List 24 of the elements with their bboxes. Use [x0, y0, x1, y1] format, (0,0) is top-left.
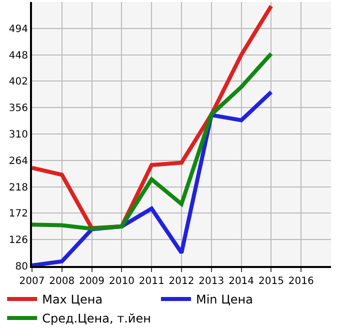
x-tick-label: 2015: [258, 276, 284, 287]
y-tick-label: 264: [8, 156, 28, 167]
x-tick-label: 2007: [19, 276, 45, 287]
legend-label: Сред.Цена, т.йен: [42, 312, 151, 326]
line-series: [32, 52, 274, 231]
x-tick-label: 2010: [108, 276, 134, 287]
x-tick-label: 2012: [168, 276, 194, 287]
y-tick-label: 494: [8, 24, 28, 35]
y-tick-label: 448: [8, 50, 28, 62]
legend-label: Max Цена: [42, 292, 103, 307]
y-tick-label: 126: [8, 235, 28, 246]
x-tick-label: 2008: [49, 276, 75, 287]
x-tick-label: 2013: [198, 276, 224, 287]
x-tick-label: 2016: [288, 276, 314, 287]
y-tick-label: 172: [8, 208, 28, 220]
x-tick-label: 2011: [138, 276, 164, 287]
y-tick-label: 402: [8, 76, 28, 88]
y-tick-label: 356: [8, 103, 28, 114]
y-tick-label: 218: [8, 182, 28, 194]
legend-label: Min Цена: [196, 292, 253, 307]
y-tick-label: 310: [8, 130, 28, 140]
x-tick-label: 2009: [79, 276, 105, 287]
x-tick-label: 2014: [228, 276, 254, 287]
y-tick-label: 80: [15, 262, 28, 272]
